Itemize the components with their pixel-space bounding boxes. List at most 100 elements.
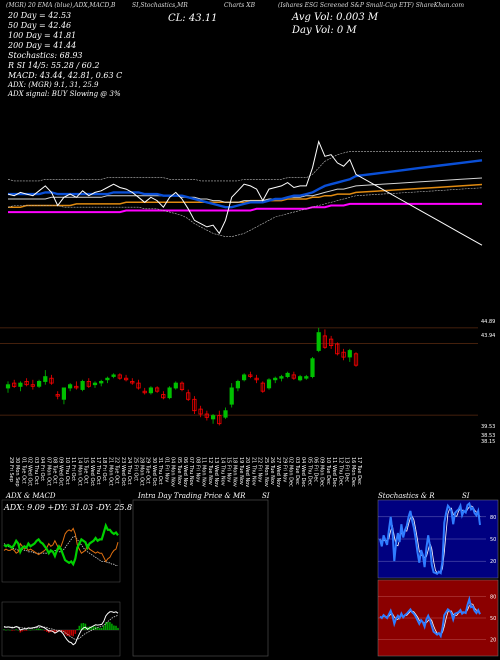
macd-hist-bar-26 [56,630,58,632]
intraday-panel-si: SI [262,492,270,500]
candle-body-29 [186,392,191,400]
macd-hist-bar-49 [103,625,105,630]
macd-value: MACD: 43.44, 42.81, 0.63 C [8,71,123,80]
price-label-3: 38.53 [481,433,495,439]
candle-body-13 [86,380,91,387]
macd-hist-bar-20 [43,630,46,631]
candle-body-26 [167,387,172,399]
date-label-52: 11 Wed Dec [331,457,337,487]
price-label-2: 39.53 [481,424,495,430]
stochastics-value: Stochastics: 68.93 [8,51,83,60]
candle-body-12 [80,380,85,390]
header-title: (MGR) 20 EMA (blue),ADX,MACD,B [6,2,116,9]
candle-body-22 [142,390,147,394]
macd-hist-bar-52 [109,622,111,630]
date-label-53: 12 Thu Dec [337,457,343,486]
price-label-1: 43.94 [481,333,495,339]
macd-hist-bar-25 [54,630,56,634]
date-label-54: 13 Fri Dec [344,457,350,482]
macd-hist-bar-10 [23,630,26,631]
close-price-label: CL: 43.11 [168,13,218,24]
candle-body-56 [353,353,359,366]
intraday-panel-title: Intra Day Trading Price & MR [138,492,246,500]
macd-hist-bar-9 [21,630,24,632]
candle-body-31 [198,408,203,415]
ema100-line [8,183,483,208]
date-axis: 29 Fri Sep 30 Mon Sep 01 Tue Oct 02 Wed Oct… [8,457,362,487]
header-title-3: Charts XB [224,2,255,9]
date-label-21: 28 Mon Oct [139,457,145,486]
rsi-plot: 80 50 20 [378,594,496,644]
candle-body-6 [43,376,48,382]
candle-body-40 [254,377,259,381]
header-title-4: (Ishares ESG Screened S&P Small-Cap ETF)… [278,2,465,9]
date-label-18: 23 Wed Oct [120,457,126,486]
candle-body-47 [297,376,303,381]
rsi-value: R SI 14/5: 55.28 / 60.2 [8,61,100,70]
date-label-26: 04 Mon Nov [170,457,176,487]
candle-body-20 [130,380,135,384]
candle-body-28 [179,382,185,391]
macd-hist-bar-14 [31,629,34,631]
macd-plot [3,611,119,646]
candle-body-32 [204,413,209,418]
adx-panel-frame [1,499,121,583]
date-label-33: 13 Wed Nov [213,457,219,487]
macd-hist-bar-35 [74,630,77,634]
macd-hist-bar-8 [19,630,22,633]
adx-panel-title: ADX & MACD [6,492,56,500]
macd-hist-bar-6 [15,629,17,630]
candle-body-24 [154,387,160,392]
header-title-2: SI,Stochastics,MR [132,2,188,9]
date-label-14: 17 Thu Oct [95,457,101,485]
date-label-37: 19 Tue Nov [238,457,244,485]
date-label-31: 11 Mon Nov [201,457,207,487]
date-label-46: 03 Tue Dec [294,457,300,485]
macd-hist-bar-3 [9,630,11,631]
candle-body-21 [136,382,141,389]
intraday-panel-frame [132,499,269,657]
candle-body-49 [310,358,315,378]
adx-line: ADX: (MGR) 9.1, 31, 25.9 [8,81,99,89]
macd-hist-bar-15 [33,629,36,631]
macd-hist-bar-43 [90,626,93,630]
date-label-13: 16 Wed Oct [89,457,95,486]
candle-body-33 [210,415,216,420]
macd-hist-bar-54 [113,625,115,630]
date-label-0: 29 Fri Sep [8,457,14,482]
date-label-17: 22 Tue Oct [114,457,120,484]
ema200-value: 200 Day = 41.44 [8,41,77,50]
macd-hist-bar-12 [27,629,30,631]
price-label-0: 44.89 [481,319,495,325]
date-label-43: 27 Wed Nov [275,457,281,487]
candle-body-0 [5,384,11,389]
date-label-34: 14 Thu Nov [219,457,225,486]
date-label-47: 04 Wed Dec [300,457,306,487]
candle-body-36 [229,387,234,405]
macd-hist-bar-5 [13,630,15,631]
date-label-8: 09 Wed Oct [58,457,64,486]
day-volume-label: Day Vol: 0 M [292,25,357,36]
candle-body-5 [37,380,42,387]
ema50-value: 50 Day = 42.46 [8,21,72,30]
macd-hist-bar-48 [100,627,103,630]
macd-hist-bar-21 [46,630,48,632]
candle-body-27 [173,382,178,389]
candle-body-42 [266,379,272,389]
candle-body-7 [49,377,54,384]
macd-hist-bar-34 [72,630,74,637]
date-label-55: 16 Mon Dec [350,457,356,487]
date-label-11: 14 Mon Oct [76,457,82,486]
date-label-44: 29 Fri Nov [281,457,287,482]
rsi-level-label-1: 50 [490,616,496,622]
stoch-level-label-0: 80 [490,515,496,521]
date-label-20: 25 Fri Oct [132,457,138,481]
date-label-56: 17 Tue Dec [356,457,362,485]
ema50-line [8,177,483,203]
ema20-value: 20 Day = 42.53 [8,11,72,20]
macd-hist-bar-51 [107,622,109,630]
date-label-23: 30 Wed Oct [151,457,157,486]
date-label-5: 04 Fri Oct [39,457,45,481]
